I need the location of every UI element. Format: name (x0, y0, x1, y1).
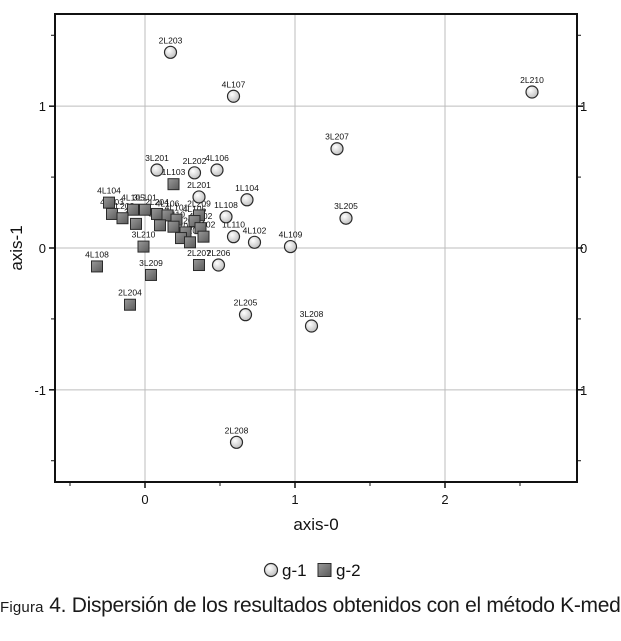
data-point-g2 (154, 219, 166, 232)
data-point-g2 (91, 260, 103, 273)
point-label: 4L106 (205, 153, 229, 163)
data-point-g1 (211, 258, 226, 272)
y-tick-label-left: 0 (39, 241, 46, 256)
grid-lines (55, 14, 577, 482)
y-tick-label-right: 0 (580, 241, 587, 256)
data-point-g1 (525, 85, 539, 99)
point-label: 4L107 (222, 79, 246, 89)
point-label: 4L104 (97, 186, 121, 196)
y-tick-label-left: -1 (34, 383, 46, 398)
caption-figure-number: 4. (49, 594, 67, 617)
point-label: 2L202 (183, 156, 207, 166)
data-point-g1 (219, 210, 233, 224)
data-point-g1 (150, 163, 164, 177)
point-label: 2L203 (111, 201, 135, 211)
point-label: 1L110 (222, 220, 245, 230)
data-point-g2 (137, 240, 150, 253)
point-label: 1L104 (235, 183, 259, 193)
data-point-g2 (103, 196, 115, 209)
point-label: 4L108 (85, 249, 109, 259)
caption-figure-label: Figura (0, 599, 44, 616)
data-point-g2 (106, 207, 118, 220)
axes: 0 1 2 1 0 -1 1 0 1 axis-0 axis-1 (7, 13, 587, 534)
point-label: 4L105 (121, 193, 145, 203)
data-point-g2 (130, 217, 142, 230)
data-point-g1 (163, 45, 178, 59)
point-label: 4L105 (183, 204, 207, 214)
point-label: 3L208 (300, 309, 324, 319)
data-point-g1 (210, 163, 224, 177)
point-label: 1L103 (162, 167, 186, 177)
data-point-g1 (247, 235, 262, 249)
point-label: 3L201 (145, 153, 169, 163)
point-label: 3L210 (132, 230, 156, 240)
point-label: 4L106 (156, 198, 180, 208)
x-tick-label: 2 (441, 492, 448, 507)
x-tick-label: 0 (141, 492, 148, 507)
point-label: 2L206 (207, 248, 231, 258)
point-label: 2L203 (159, 35, 183, 45)
data-point-g1 (304, 319, 319, 333)
data-point-g2 (167, 178, 180, 191)
legend: g-1 g-2 (263, 561, 361, 580)
data-point-g2 (116, 212, 129, 225)
data-point-g2 (127, 203, 139, 216)
data-point-g1 (283, 239, 298, 254)
figure-caption: Figura 4. Dispersión de los resultados o… (0, 594, 621, 618)
point-label: 3L209 (139, 258, 163, 268)
legend-label-g1: g-1 (282, 561, 307, 580)
point-label: 2L210 (520, 75, 544, 85)
point-label: 2L208 (225, 425, 249, 435)
data-point-g2 (167, 220, 180, 233)
point-label: 2L201 (187, 180, 211, 190)
point-label: 2L204 (145, 197, 169, 207)
x-tick-label: 1 (291, 492, 298, 507)
data-point-g2 (139, 203, 151, 216)
y-tick-label-left: 1 (39, 99, 46, 114)
point-label: 2L207 (187, 248, 211, 258)
data-point-g2 (197, 230, 210, 243)
data-point-g1 (238, 308, 253, 322)
legend-marker-g1 (263, 562, 279, 578)
legend-label-g2: g-2 (336, 561, 361, 580)
y-tick-label-right: 1 (580, 99, 587, 114)
data-point-g1 (339, 211, 353, 225)
data-point-g1 (187, 166, 202, 180)
data-point-g2 (124, 298, 136, 311)
y-tick-label-right: 1 (580, 383, 587, 398)
point-label: 1L108 (214, 200, 238, 210)
scatter-chart: 0 1 2 1 0 -1 1 0 1 axis-0 axis-1 2L203 4L107 2L210 3L… (7, 13, 587, 580)
data-point-g1 (330, 142, 344, 156)
data-point-g1 (226, 230, 241, 244)
data-point-g2 (151, 207, 163, 220)
y-axis-title: axis-1 (7, 225, 26, 270)
markers (91, 45, 539, 449)
point-label: 2L207 (174, 215, 198, 225)
point-label: 2L205 (234, 298, 258, 308)
data-point-g1 (192, 190, 206, 204)
point-label: 4L101 (165, 203, 189, 213)
data-point-g1 (226, 89, 241, 103)
data-point-g2 (145, 268, 157, 281)
x-axis-title: axis-0 (293, 515, 338, 534)
data-point-g1 (229, 435, 244, 449)
point-label: 4L102 (243, 225, 267, 235)
point-label: 4L109 (279, 230, 303, 240)
caption-text: Dispersión de los resultados obtenidos c… (71, 594, 621, 617)
legend-marker-g2 (317, 563, 332, 577)
point-label: 2L204 (118, 288, 142, 298)
data-point-g1 (240, 193, 254, 207)
point-label: 3L101 (133, 193, 157, 203)
point-label: 3L205 (334, 201, 358, 211)
data-point-g2 (184, 236, 196, 249)
point-label: 1L109 (169, 221, 193, 231)
point-label: 3L207 (325, 132, 349, 142)
data-point-g2 (193, 259, 205, 272)
